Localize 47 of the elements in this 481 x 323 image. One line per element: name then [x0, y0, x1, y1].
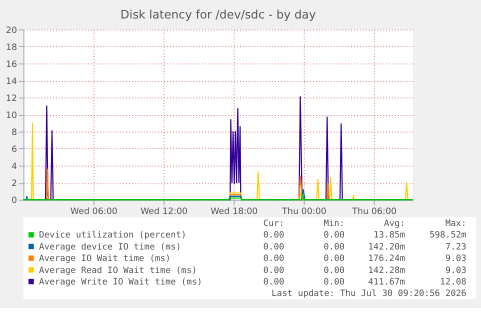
- x-tick-label: Thu 00:00: [281, 206, 326, 217]
- text: 9.03: [445, 266, 466, 276]
- legend-label: Average IO Wait time (ms): [38, 254, 171, 264]
- text: 411.67m: [368, 277, 406, 288]
- y-tick-label: 12: [6, 94, 18, 104]
- text: Last update: Thu Jul 30 09:20:56 2026: [271, 289, 466, 300]
- text: Avg:: [384, 219, 406, 230]
- text: 0.00: [263, 242, 284, 252]
- text: 13.85m: [373, 230, 406, 241]
- text: 0.00: [263, 254, 284, 264]
- text: Cur:: [263, 219, 284, 230]
- y-tick-label: 14: [6, 76, 18, 87]
- text: 12.08: [440, 277, 466, 288]
- y-tick-label: 20: [6, 26, 18, 36]
- y-tick-label: 4: [11, 162, 18, 172]
- x-tick-label: Wed 18:00: [210, 206, 258, 217]
- chart-title: Disk latency for /dev/sdc - by day: [120, 8, 316, 22]
- text: 9.03: [445, 254, 466, 264]
- legend-label: Average Read IO Wait time (ms): [38, 266, 197, 276]
- legend-label: Device utilization (percent): [38, 230, 186, 241]
- text: 0.00: [263, 277, 284, 288]
- text: 7.23: [445, 242, 466, 252]
- text: 142.28m: [368, 266, 406, 276]
- text: 0.00: [263, 230, 284, 241]
- legend-label: Average Write IO Wait time (ms): [38, 277, 202, 288]
- text: 0.00: [324, 242, 345, 252]
- text: 0.00: [263, 266, 284, 276]
- text: Min:: [324, 219, 345, 230]
- text: 0.00: [324, 230, 345, 241]
- y-tick-label: 18: [6, 42, 18, 53]
- y-tick-label: 6: [11, 145, 18, 156]
- legend-label: Average device IO time (ms): [38, 242, 182, 252]
- text: 0.00: [324, 277, 345, 288]
- y-tick-label: 8: [11, 128, 18, 138]
- x-tick-label: Thu 06:00: [351, 206, 397, 217]
- y-tick-label: 10: [6, 110, 18, 121]
- y-tick-label: 0: [11, 196, 18, 206]
- text: 0.00: [324, 254, 345, 264]
- y-tick-label: 16: [6, 60, 18, 70]
- text: 142.20m: [368, 242, 406, 252]
- x-tick-label: Wed 06:00: [70, 206, 118, 217]
- y-tick-label: 2: [11, 179, 18, 190]
- text: 0.00: [324, 266, 345, 276]
- text: Max:: [445, 219, 466, 230]
- text: 176.24m: [368, 254, 406, 264]
- x-tick-label: Wed 12:00: [140, 206, 188, 217]
- text: 598.52m: [430, 230, 466, 241]
